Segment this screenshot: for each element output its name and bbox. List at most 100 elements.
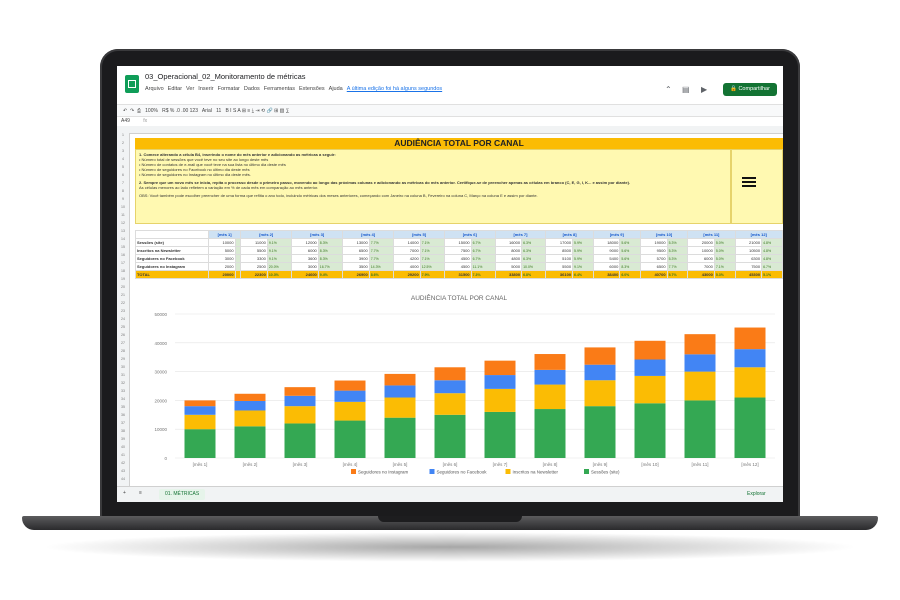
row-number[interactable]: 5 (122, 165, 124, 169)
metric-cell[interactable]: 6000 (687, 254, 715, 263)
pct-change-cell[interactable]: 6.8% (521, 270, 547, 279)
redo-icon[interactable]: ↷ (129, 108, 135, 114)
pct-change-cell[interactable]: 5.0% (713, 254, 736, 263)
row-label[interactable]: Seguidores no Instagram (135, 262, 209, 271)
row-number[interactable]: 37 (121, 421, 125, 425)
metric-cell[interactable]: 4000 (393, 262, 421, 271)
pct-change-cell[interactable]: 6.0% (619, 270, 641, 279)
pct-change-cell[interactable]: 9.1% (572, 262, 594, 271)
pct-change-cell[interactable]: 10.0% (521, 262, 547, 271)
row-number[interactable]: 44 (121, 477, 125, 481)
row-label[interactable]: Seguidores no Facebook (135, 254, 209, 263)
row-number[interactable]: 34 (121, 397, 125, 401)
metric-cell[interactable]: 5400 (592, 254, 621, 263)
metric-cell[interactable]: 3600 (291, 254, 319, 263)
month-header[interactable]: [mês 6] (444, 230, 496, 239)
all-sheets-icon[interactable]: ≡ (139, 490, 142, 496)
row-number[interactable]: 2 (122, 141, 124, 145)
metric-cell[interactable]: 40700 (639, 270, 668, 279)
menu-item[interactable]: Editar (167, 86, 183, 92)
metric-cell[interactable]: 6300 (734, 254, 763, 263)
pct-change-cell[interactable]: 8.6% (368, 270, 395, 279)
metric-cell[interactable]: 22300 (240, 270, 268, 279)
pct-change-cell[interactable]: 6.7% (470, 246, 496, 255)
metric-cell[interactable]: 4500 (444, 262, 472, 271)
menu-item[interactable]: Inserir (198, 86, 214, 92)
metric-cell[interactable]: 6000 (291, 246, 319, 255)
explore-button[interactable]: Explorar (747, 491, 766, 497)
metric-cell[interactable]: 7500 (734, 262, 763, 271)
metric-cell[interactable]: 17000 (545, 238, 574, 247)
metric-cell[interactable]: 9500 (639, 246, 668, 255)
pct-change-cell[interactable]: 7.3% (470, 270, 496, 279)
row-number[interactable]: 32 (121, 381, 125, 385)
pct-change-cell[interactable]: 6.3% (521, 246, 547, 255)
row-number[interactable]: 25 (121, 325, 125, 329)
row-number[interactable]: 13 (121, 229, 125, 233)
pct-change-cell[interactable]: 7.1% (419, 246, 446, 255)
pct-change-cell[interactable]: 7.9% (419, 270, 446, 279)
metric-cell[interactable]: 13000 (342, 238, 370, 247)
row-number[interactable]: 16 (121, 253, 125, 257)
metric-cell[interactable]: 43000 (687, 270, 715, 279)
row-number[interactable]: 35 (121, 405, 125, 409)
metric-cell[interactable]: 45300 (734, 270, 763, 279)
metric-cell[interactable]: 19000 (639, 238, 668, 247)
title-banner[interactable]: AUDIÊNCIA TOTAL POR CANAL (135, 138, 783, 149)
row-number[interactable]: 10 (121, 205, 125, 209)
row-number[interactable]: 7 (122, 181, 124, 185)
metric-cell[interactable]: 16000 (494, 238, 523, 247)
pct-change-cell[interactable]: 5.6% (619, 238, 641, 247)
instructions-box[interactable]: 1. Comece alterando a célula B4, inserin… (135, 149, 731, 224)
row-number[interactable]: 1 (122, 133, 124, 137)
metric-cell[interactable]: 3300 (240, 254, 268, 263)
row-number[interactable]: 33 (121, 389, 125, 393)
row-number[interactable]: 18 (121, 269, 125, 273)
metric-cell[interactable]: 29200 (393, 270, 421, 279)
pct-change-cell[interactable]: 8.3% (317, 238, 344, 247)
pct-change-cell[interactable]: 5.9% (572, 238, 594, 247)
row-label[interactable]: Inscritos na Newsletter (135, 246, 209, 255)
sheets-logo-icon[interactable] (125, 75, 139, 93)
metric-cell[interactable]: 3000 (291, 262, 319, 271)
row-number[interactable]: 24 (121, 317, 125, 321)
pct-change-cell[interactable]: 9.4% (317, 270, 344, 279)
pct-change-cell[interactable]: 8.3% (317, 254, 344, 263)
row-number[interactable]: 42 (121, 461, 125, 465)
row-number[interactable]: 31 (121, 373, 125, 377)
pct-change-cell[interactable]: 12.5% (419, 262, 446, 271)
metric-cell[interactable]: 10000 (208, 238, 236, 247)
row-number[interactable]: 41 (121, 453, 125, 457)
row-number[interactable]: 6 (122, 173, 124, 177)
month-header[interactable]: [mês 5] (393, 230, 446, 239)
month-header[interactable]: [mês 8] (545, 230, 594, 239)
sheet-tab[interactable]: 01. MÉTRICAS (159, 489, 206, 500)
pct-change-cell[interactable]: 6.3% (521, 238, 547, 247)
pct-change-cell[interactable]: 9.1% (266, 238, 293, 247)
pct-change-cell[interactable]: 5.3% (713, 270, 736, 279)
pct-change-cell[interactable]: 6.7% (470, 238, 496, 247)
month-header[interactable]: [mês 3] (291, 230, 344, 239)
metric-cell[interactable]: 10500 (734, 246, 763, 255)
month-header[interactable]: [mês 11] (687, 230, 736, 239)
metric-cell[interactable]: 5500 (545, 262, 574, 271)
pct-change-cell[interactable]: 9.1% (266, 254, 293, 263)
metric-cell[interactable]: 12000 (291, 238, 319, 247)
pct-change-cell[interactable]: 5.9% (572, 254, 594, 263)
meet-icon[interactable]: ▶ (701, 85, 708, 94)
menu-item[interactable]: Ver (186, 86, 195, 92)
metric-cell[interactable]: 33800 (494, 270, 523, 279)
row-number[interactable]: 14 (121, 237, 125, 241)
metric-cell[interactable]: 6500 (639, 262, 668, 271)
metric-cell[interactable]: 5700 (639, 254, 668, 263)
format-icons[interactable]: B I S A ⊞ ≡ ⤓ ⇥ ⟲ 🔗 ⊞ ▥ ∑ (225, 108, 290, 114)
pct-change-cell[interactable]: 6.3% (521, 254, 547, 263)
metric-cell[interactable]: 11000 (240, 238, 268, 247)
pct-change-cell[interactable]: 7.7% (368, 238, 395, 247)
row-number[interactable]: 23 (121, 309, 125, 313)
row-number[interactable]: 8 (122, 189, 124, 193)
metric-cell[interactable]: 3900 (342, 254, 370, 263)
menu-item[interactable]: Extensões (298, 86, 325, 92)
trend-icon[interactable]: ⌃ (665, 85, 672, 94)
stacked-bar-chart[interactable]: AUDIÊNCIA TOTAL POR CANAL 0 10000 20000 3000… (135, 286, 783, 486)
